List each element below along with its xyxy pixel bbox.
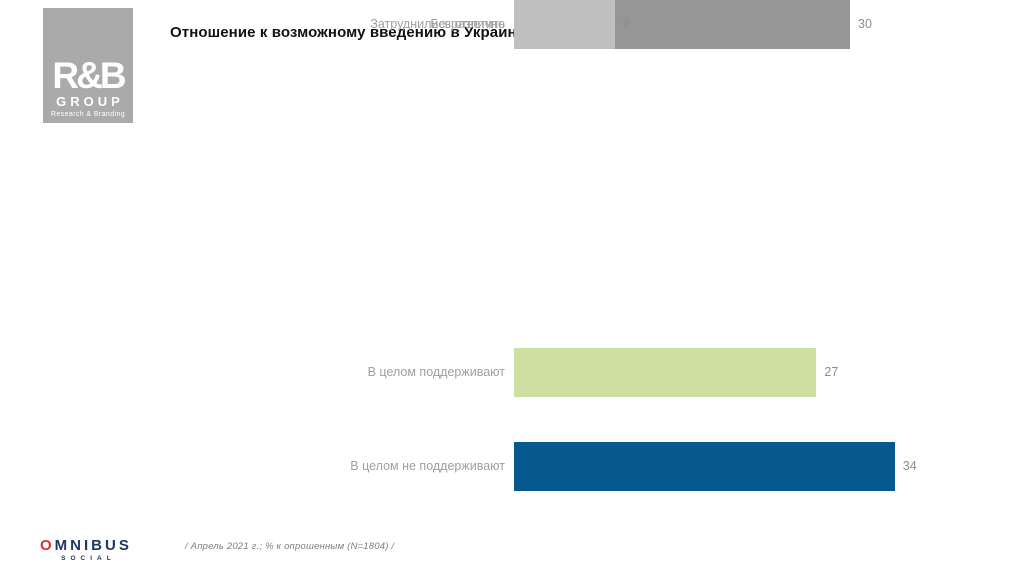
bar-label: В целом не поддерживают (350, 459, 505, 473)
omnibus-o-letter: O (40, 537, 55, 554)
rb-logo-wordmark: R&B (52, 55, 126, 97)
omnibus-social-text: SOCIAL (61, 555, 116, 562)
rb-logo-group-text: GROUP (56, 94, 124, 109)
omnibus-wordmark: OMNIBUS (40, 537, 132, 554)
bar-label: В целом поддерживают (367, 365, 505, 379)
chart-row-hard-to-answer: Затруднились ответить 9 (0, 0, 1020, 49)
chart-row-support: В целом поддерживают 27 (0, 348, 1020, 397)
bar-not-support (514, 442, 895, 491)
bar-value: 9 (622, 17, 630, 31)
bar-value: 27 (824, 365, 839, 379)
survey-note: / Апрель 2021 г.; % к опрошенным (N=1804… (185, 541, 395, 552)
rb-group-logo: R&B GROUP Research & Branding (43, 8, 133, 123)
omnibus-logo: OMNIBUS SOCIAL (40, 537, 132, 562)
bar-hard-to-answer (514, 0, 615, 49)
bar-value: 30 (858, 17, 872, 31)
chart-row-not-support: В целом не поддерживают 34 (0, 442, 1020, 491)
rb-logo-tagline: Research & Branding (50, 111, 126, 118)
bar-label: Затруднились ответить (370, 17, 505, 31)
bar-support (514, 348, 817, 397)
bar-value: 34 (902, 459, 917, 473)
omnibus-rest-letters: MNIBUS (54, 537, 132, 554)
bar-label: Безразлично (430, 17, 505, 31)
